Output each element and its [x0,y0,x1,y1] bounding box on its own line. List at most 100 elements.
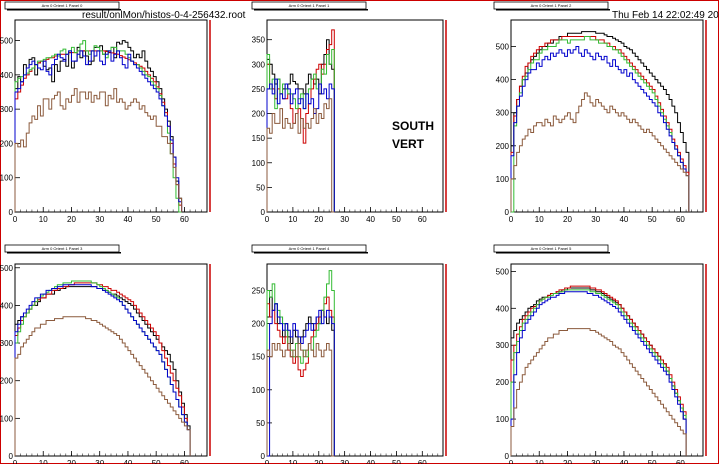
x-tick-label: 40 [123,459,132,464]
y-tick-label: 250 [252,286,266,295]
timestamp: Thu Feb 14 22:02:49 2008 [612,10,719,21]
x-tick-label: 10 [39,459,48,464]
x-tick-label: 50 [152,215,161,224]
y-tick-label: 300 [496,109,510,118]
panel-title: Arm 0 Orient 1 Panel 2 [531,3,572,8]
y-tick-label: 200 [0,377,14,386]
y-tick-label: 500 [496,42,510,51]
plot-frame [266,263,444,457]
label-south: SOUTH [392,119,434,133]
y-tick-label: 350 [252,36,266,45]
y-tick-label: 200 [0,139,14,148]
panel-title: Arm 0 Orient 1 Panel 1 [289,3,330,8]
x-tick-label: 0 [509,459,514,464]
x-tick-label: 50 [648,459,657,464]
panel-title-shadow [254,252,368,254]
chart-panel-3: Arm 0 Orient 1 Panel 3 0 10 20 30 40 50 60 0 100 2… [0,244,211,464]
y-tick-label: 400 [496,304,510,313]
series-blue [14,50,183,212]
x-tick-label: 60 [180,215,189,224]
x-tick-label: 40 [619,215,628,224]
x-tick-label: 60 [418,215,427,224]
y-tick-label: 300 [0,339,14,348]
x-tick-label: 20 [67,459,76,464]
y-tick-label: 0 [261,208,266,217]
y-tick-label: 400 [0,301,14,310]
series-brown [14,316,191,456]
series-black [510,31,690,212]
panel-title-shadow [7,252,121,254]
series-black [510,287,687,456]
y-tick-label: 200 [496,378,510,387]
y-tick-label: 100 [496,415,510,424]
y-tick-label: 500 [0,37,14,46]
x-tick-label: 30 [95,459,104,464]
y-tick-label: 500 [496,267,510,276]
panel-title: Arm 0 Orient 1 Panel 4 [289,246,330,251]
x-tick-label: 50 [648,215,657,224]
y-tick-label: 300 [252,60,266,69]
y-tick-label: 300 [496,341,510,350]
x-tick-label: 10 [535,215,544,224]
x-tick-label: 60 [180,459,189,464]
panel-title-shadow [496,252,610,254]
y-tick-label: 200 [252,110,266,119]
series-red [14,50,183,212]
y-tick-label: 0 [9,452,14,461]
x-tick-label: 0 [13,215,18,224]
y-tick-label: 200 [252,320,266,329]
series-brown [266,342,335,457]
y-tick-label: 100 [0,414,14,423]
x-tick-label: 50 [392,215,401,224]
x-tick-label: 30 [591,459,600,464]
x-tick-label: 30 [340,459,349,464]
x-tick-label: 0 [265,215,270,224]
series-blue [510,291,687,456]
series-black [14,286,191,456]
y-tick-label: 0 [505,452,510,461]
series-green [14,40,182,213]
y-tick-label: 300 [0,105,14,114]
x-tick-label: 30 [591,215,600,224]
series-blue [266,78,335,212]
y-tick-label: 250 [252,85,266,94]
root-file-path: result/onlMon/histos-0-4-256432.root [82,10,246,21]
panel-title: Arm 0 Orient 1 Panel 0 [42,3,83,8]
series-green [510,289,687,456]
series-brown [510,328,687,456]
x-tick-label: 40 [619,459,628,464]
y-tick-label: 100 [0,174,14,183]
series-green [14,280,191,456]
x-tick-label: 20 [67,215,76,224]
x-tick-label: 50 [152,459,161,464]
x-tick-label: 30 [340,215,349,224]
x-tick-label: 40 [123,215,132,224]
panel-title-shadow [254,9,368,11]
x-tick-label: 10 [288,215,297,224]
y-tick-label: 0 [261,452,266,461]
y-tick-label: 100 [252,386,266,395]
series-blue [510,45,690,212]
panel-title-shadow [7,9,121,11]
y-tick-label: 400 [0,71,14,80]
series-red [14,282,191,456]
x-tick-label: 10 [39,215,48,224]
x-tick-label: 40 [366,459,375,464]
series-green [266,270,335,456]
chart-panel-4: Arm 0 Orient 1 Panel 4 0 10 20 30 40 50 60 0 50 10… [251,244,447,464]
series-brown [14,88,183,212]
x-tick-label: 60 [676,215,685,224]
y-tick-label: 0 [9,208,14,217]
plot-frame [266,19,444,213]
label-vert: VERT [392,137,425,151]
series-red [510,285,687,456]
panel-title: Arm 0 Orient 1 Panel 3 [42,246,83,251]
chart-panel-5: Arm 0 Orient 1 Panel 5 0 10 20 30 40 50 60 0 100 2… [493,244,707,464]
y-tick-label: 50 [256,183,265,192]
x-tick-label: 0 [13,459,18,464]
y-tick-label: 50 [256,419,265,428]
plot-frame [510,263,704,457]
y-tick-label: 150 [252,353,266,362]
y-tick-label: 0 [505,208,510,217]
